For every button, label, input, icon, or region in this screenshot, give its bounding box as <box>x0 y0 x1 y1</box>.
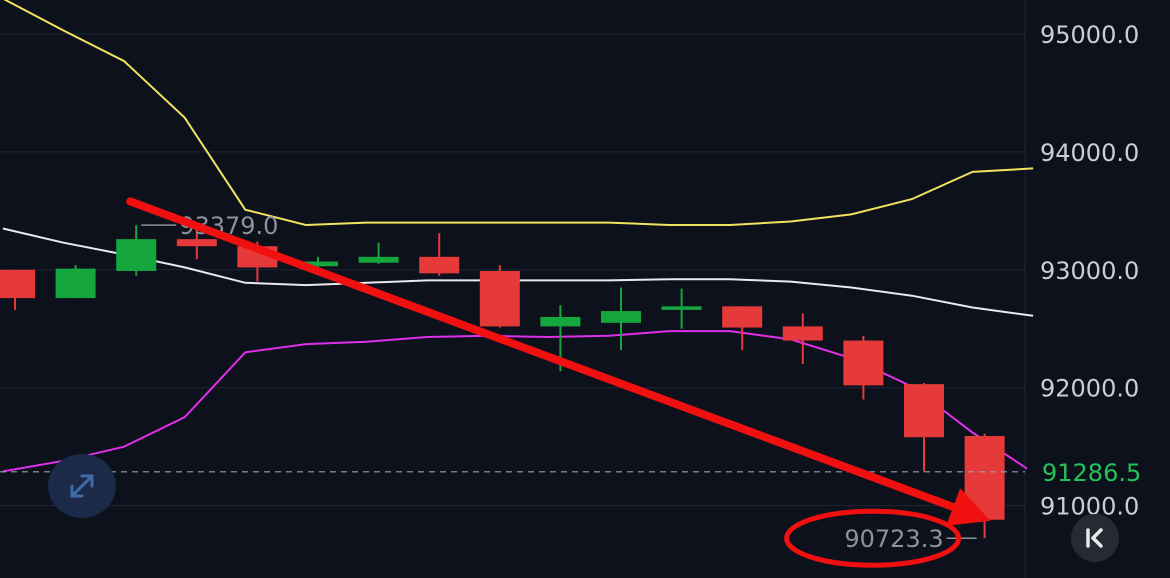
annotations <box>126 197 991 568</box>
candle-body-0 <box>0 269 35 299</box>
low-marker-label: 90723.3 <box>844 525 943 553</box>
candle-body-1 <box>55 268 96 299</box>
last-price-tag-bg <box>1027 452 1170 491</box>
expand-icon-button[interactable] <box>48 454 116 518</box>
last-price-line: 91286.5 <box>0 452 1170 491</box>
candle-body-15 <box>904 384 944 438</box>
grid-lines <box>0 0 1026 578</box>
y-tick-label-0: 95000.0 <box>1040 21 1139 49</box>
candle-body-7 <box>419 256 460 274</box>
jump-to-latest-button[interactable] <box>1071 514 1119 562</box>
candle-body-12 <box>722 306 763 328</box>
candle-body-13 <box>782 326 823 341</box>
low-highlight-ellipse <box>784 508 962 568</box>
candle-body-9 <box>540 316 581 327</box>
candle-body-10 <box>601 311 641 323</box>
upper-band-line <box>3 0 1034 227</box>
y-tick-label-2: 93000.0 <box>1040 257 1139 285</box>
candle-body-6 <box>358 256 399 263</box>
bollinger-bands <box>2 0 1034 474</box>
candle-body-11 <box>661 306 702 310</box>
y-tick-label-3: 92000.0 <box>1040 375 1139 403</box>
expand-icon <box>70 474 94 498</box>
y-tick-label-1: 94000.0 <box>1040 139 1139 167</box>
candle-body-3 <box>176 239 217 247</box>
trend-arrow-shaft <box>126 197 958 512</box>
skip-back-icon <box>1086 528 1103 548</box>
last-price-label: 91286.5 <box>1042 459 1141 487</box>
candle-body-8 <box>479 270 520 327</box>
candle-body-2 <box>116 239 157 271</box>
candles <box>0 225 1005 539</box>
candle-body-5 <box>298 261 338 267</box>
candle-body-14 <box>843 340 884 386</box>
trend-arrow-head <box>946 488 991 526</box>
